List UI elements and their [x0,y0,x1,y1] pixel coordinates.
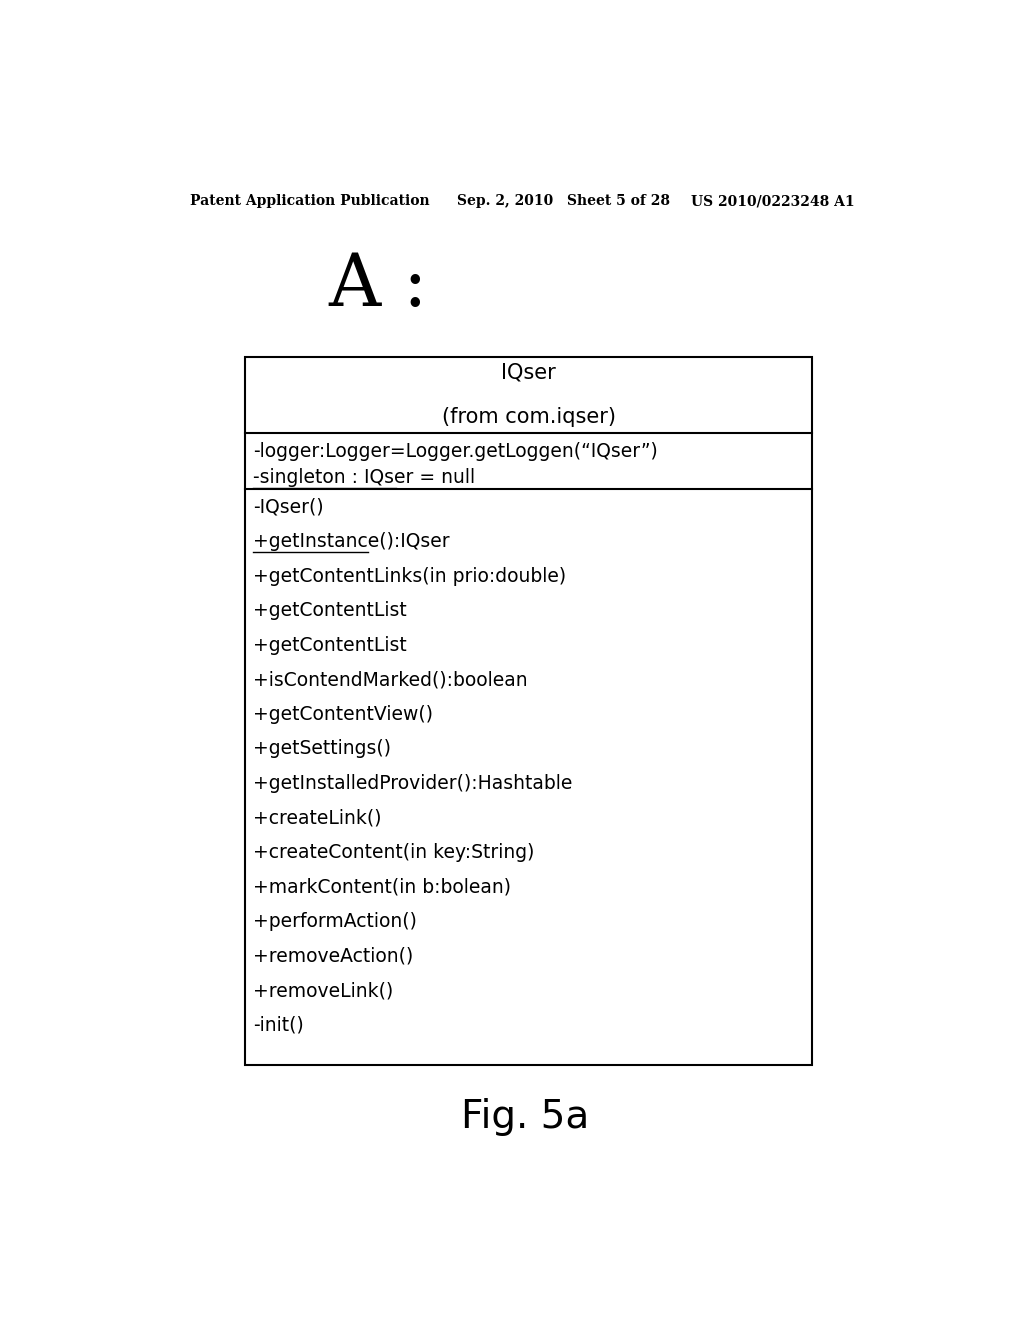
Text: IQser: IQser [502,363,556,383]
Text: -IQser(): -IQser() [253,498,324,516]
Text: +removeLink(): +removeLink() [253,981,393,1001]
Text: +getSettings(): +getSettings() [253,739,391,759]
Text: A :: A : [329,251,428,321]
Text: -singleton : IQser = null: -singleton : IQser = null [253,469,475,487]
Text: Sep. 2, 2010: Sep. 2, 2010 [458,194,554,209]
Text: +getContentView(): +getContentView() [253,705,433,723]
Text: +getContentLinks(in prio:double): +getContentLinks(in prio:double) [253,566,566,586]
Text: +createContent(in key:String): +createContent(in key:String) [253,843,535,862]
Text: +markContent(in b:bolean): +markContent(in b:bolean) [253,878,511,896]
Bar [246,356,812,1065]
Text: +isContendMarked():boolean: +isContendMarked():boolean [253,671,528,689]
Text: +getInstance():IQser: +getInstance():IQser [253,532,450,550]
Text: Patent Application Publication: Patent Application Publication [189,194,429,209]
Text: -init(): -init() [253,1016,304,1035]
Text: -logger:Logger=Logger.getLoggen(“IQser”): -logger:Logger=Logger.getLoggen(“IQser”) [253,442,658,461]
Text: +getInstalledProvider():Hashtable: +getInstalledProvider():Hashtable [253,774,572,793]
Text: US 2010/0223248 A1: US 2010/0223248 A1 [691,194,855,209]
Text: Fig. 5a: Fig. 5a [461,1098,589,1137]
Text: +getContentList: +getContentList [253,636,408,655]
Text: +removeAction(): +removeAction() [253,946,414,966]
Text: (from com.iqser): (from com.iqser) [441,407,615,428]
Text: +performAction(): +performAction() [253,912,417,931]
Text: Sheet 5 of 28: Sheet 5 of 28 [567,194,670,209]
Text: +getContentList: +getContentList [253,601,408,620]
Text: +createLink(): +createLink() [253,809,382,828]
